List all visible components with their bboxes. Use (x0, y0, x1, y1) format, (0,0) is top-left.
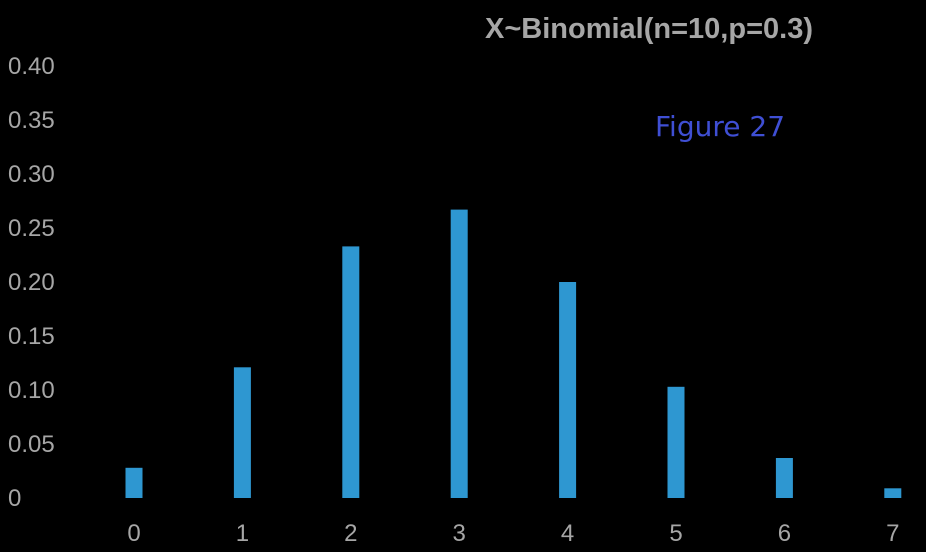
x-tick-label: 0 (127, 520, 140, 547)
y-tick-label: 0.15 (8, 323, 55, 350)
x-tick-label: 3 (453, 520, 466, 547)
y-tick-label: 0 (8, 485, 21, 512)
bar-3 (450, 209, 468, 498)
bar-5 (667, 386, 685, 498)
y-tick-label: 0.25 (8, 215, 55, 242)
x-axis-tick-labels: 0 1 2 3 4 5 6 7 (127, 520, 899, 547)
y-tick-label: 0.40 (8, 53, 55, 80)
bar-2 (342, 246, 360, 498)
bar-7 (884, 488, 902, 498)
x-tick-label: 5 (669, 520, 682, 547)
bar-series (125, 209, 902, 498)
y-tick-label: 0.10 (8, 377, 55, 404)
bar-0 (125, 467, 143, 498)
bar-1 (233, 367, 251, 498)
y-tick-label: 0.20 (8, 269, 55, 296)
x-tick-label: 4 (561, 520, 574, 547)
y-tick-label: 0.35 (8, 107, 55, 134)
bar-6 (775, 458, 793, 498)
chart-title: X~Binomial(n=10,p=0.3) (485, 13, 813, 45)
y-tick-label: 0.05 (8, 431, 55, 458)
x-tick-label: 7 (886, 520, 899, 547)
x-tick-label: 6 (778, 520, 791, 547)
y-axis-tick-labels: 0 0.05 0.10 0.15 0.20 0.25 0.30 0.35 0.40 (8, 53, 55, 512)
bar-4 (559, 282, 577, 498)
y-tick-label: 0.30 (8, 161, 55, 188)
x-tick-label: 1 (236, 520, 249, 547)
x-tick-label: 2 (344, 520, 357, 547)
figure-annotation: Figure 27 (655, 110, 785, 143)
